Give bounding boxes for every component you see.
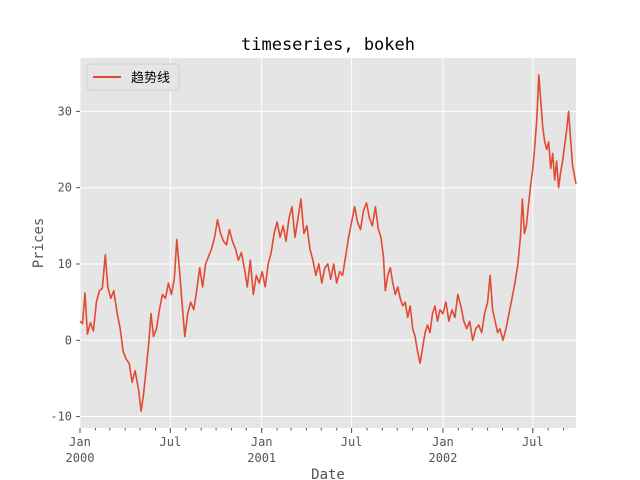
x-tick-year-label: 2002 [428,451,457,465]
x-tick-year-label: 2000 [66,451,95,465]
y-axis-label: Prices [31,218,47,269]
y-tick-label: 20 [58,181,72,195]
plot-area [80,58,576,428]
y-tick-label: -10 [50,410,72,424]
legend-entry-label: 趋势线 [131,70,170,86]
grid [79,58,576,428]
x-tick-label: Jan [432,435,454,449]
legend: 趋势线 [86,63,180,91]
x-tick-label: Jan [251,435,273,449]
legend-box [86,63,180,91]
y-tick-label: 10 [58,257,72,271]
y-tick-label: 0 [65,333,72,347]
x-axis-ticks: Jan 2000 Jul Jan 2001 Jul Jan 2002 Jul [66,428,565,465]
y-axis-ticks: -10 0 10 20 30 [50,104,80,424]
x-tick-year-label: 2001 [247,451,276,465]
x-tick-label: Jan [69,435,91,449]
x-tick-label: Jul [160,435,182,449]
y-tick-label: 30 [58,104,72,118]
chart-title: timeseries, bokeh [241,35,415,55]
series-line-trend [79,74,577,412]
x-axis-label: Date [311,467,345,480]
x-tick-label: Jul [522,435,544,449]
x-tick-label: Jul [341,435,363,449]
